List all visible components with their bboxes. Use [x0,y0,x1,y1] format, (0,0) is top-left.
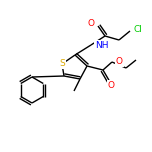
Text: Cl: Cl [134,24,143,33]
Text: O: O [107,81,114,90]
Text: S: S [59,59,65,69]
Text: NH: NH [95,40,109,50]
Text: O: O [87,19,94,29]
Text: O: O [116,57,123,67]
